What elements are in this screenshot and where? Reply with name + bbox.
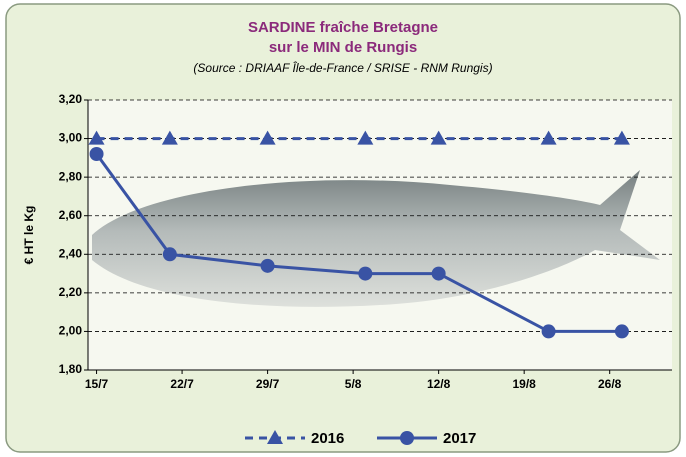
y-tick-label: 3,00 xyxy=(59,131,83,145)
marker xyxy=(357,130,374,145)
x-tick-label: 19/8 xyxy=(512,377,536,391)
marker xyxy=(541,324,556,339)
legend-marker xyxy=(400,431,414,445)
marker xyxy=(162,247,177,262)
y-axis-label: € HT le Kg xyxy=(22,206,36,265)
y-tick-label: 2,80 xyxy=(59,169,83,183)
chart-title: sur le MIN de Rungis xyxy=(269,39,417,56)
legend-marker xyxy=(267,430,283,444)
x-tick-label: 5/8 xyxy=(345,377,362,391)
marker xyxy=(89,147,104,161)
x-tick-label: 12/8 xyxy=(427,377,451,391)
x-tick-label: 29/7 xyxy=(256,377,280,391)
legend-label: 2017 xyxy=(443,430,476,447)
marker xyxy=(430,130,447,145)
chart-title: SARDINE fraîche Bretagne xyxy=(248,19,438,36)
marker xyxy=(260,258,275,273)
fish-image xyxy=(92,170,660,307)
x-tick-label: 15/7 xyxy=(85,377,109,391)
y-tick-label: 1,80 xyxy=(59,362,83,376)
marker xyxy=(259,130,276,145)
marker xyxy=(88,130,105,145)
x-tick-label: 22/7 xyxy=(170,377,194,391)
y-tick-label: 3,20 xyxy=(59,92,83,106)
marker xyxy=(431,266,446,281)
x-tick-label: 26/8 xyxy=(598,377,622,391)
marker xyxy=(161,130,178,145)
marker xyxy=(358,266,373,281)
marker xyxy=(540,130,557,145)
y-tick-label: 2,20 xyxy=(59,285,83,299)
y-tick-label: 2,00 xyxy=(59,324,83,338)
chart-subtitle: (Source : DRIAAF Île-de-France / SRISE -… xyxy=(193,60,492,75)
marker xyxy=(613,130,630,145)
y-tick-label: 2,40 xyxy=(59,246,83,260)
marker xyxy=(614,324,629,339)
legend-label: 2016 xyxy=(311,430,344,447)
y-tick-label: 2,60 xyxy=(59,208,83,222)
